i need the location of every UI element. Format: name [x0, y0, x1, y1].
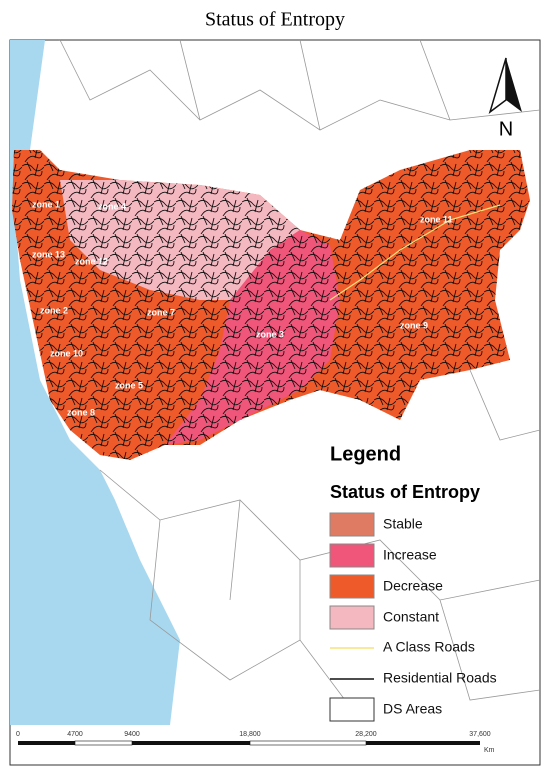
legend-label: DS Areas — [383, 701, 442, 717]
zone-label: zone 1 — [32, 199, 60, 209]
zone-label: zone 3 — [256, 329, 284, 339]
scale-label: 4700 — [67, 731, 83, 738]
scale-label: 9400 — [124, 731, 140, 738]
north-label: N — [499, 118, 513, 140]
zone-labels: zone 1 zone 4 zone 13 zone 12 zone 11 zo… — [32, 199, 453, 417]
scale-label: 28,200 — [355, 731, 377, 738]
sea — [10, 40, 180, 725]
scale-label: 37,600 — [469, 731, 491, 738]
north-arrow: N — [488, 57, 522, 140]
a-class-road — [329, 204, 501, 301]
zone-label: zone 10 — [50, 348, 83, 358]
legend-label: Residential Roads — [383, 670, 497, 686]
legend-label: Constant — [383, 609, 439, 625]
zone-label: zone 5 — [115, 380, 143, 390]
zone-label: zone 9 — [400, 320, 428, 330]
zone-label: zone 12 — [75, 256, 108, 266]
zone-label: zone 7 — [147, 307, 175, 317]
legend-swatch — [329, 512, 375, 537]
legend-title: Legend — [330, 443, 401, 465]
legend-label: Stable — [383, 516, 423, 532]
scale-bar: 0 4700 9400 18,800 28,200 37,600 Km — [16, 731, 495, 754]
map-title: Status of Entropy — [205, 9, 345, 31]
scale-unit: Km — [484, 747, 495, 754]
legend-swatch — [329, 574, 375, 599]
legend: Legend Status of Entropy Stable Increase… — [329, 443, 497, 722]
ds-boundaries — [59, 39, 541, 721]
zone-label: zone 13 — [32, 249, 65, 259]
zone-label: zone 11 — [420, 214, 453, 224]
legend-swatch — [329, 605, 375, 630]
zone-label: zone 4 — [98, 201, 126, 211]
zone-label: zone 2 — [40, 305, 68, 315]
scale-label: 0 — [16, 731, 20, 738]
scale-label: 18,800 — [239, 731, 261, 738]
legend-label: Increase — [383, 547, 437, 563]
zone-label: zone 8 — [67, 407, 95, 417]
legend-label: A Class Roads — [383, 639, 475, 655]
legend-swatch — [329, 543, 375, 568]
legend-label: Decrease — [383, 578, 443, 594]
legend-swatch — [329, 697, 375, 722]
legend-subtitle: Status of Entropy — [330, 482, 480, 502]
